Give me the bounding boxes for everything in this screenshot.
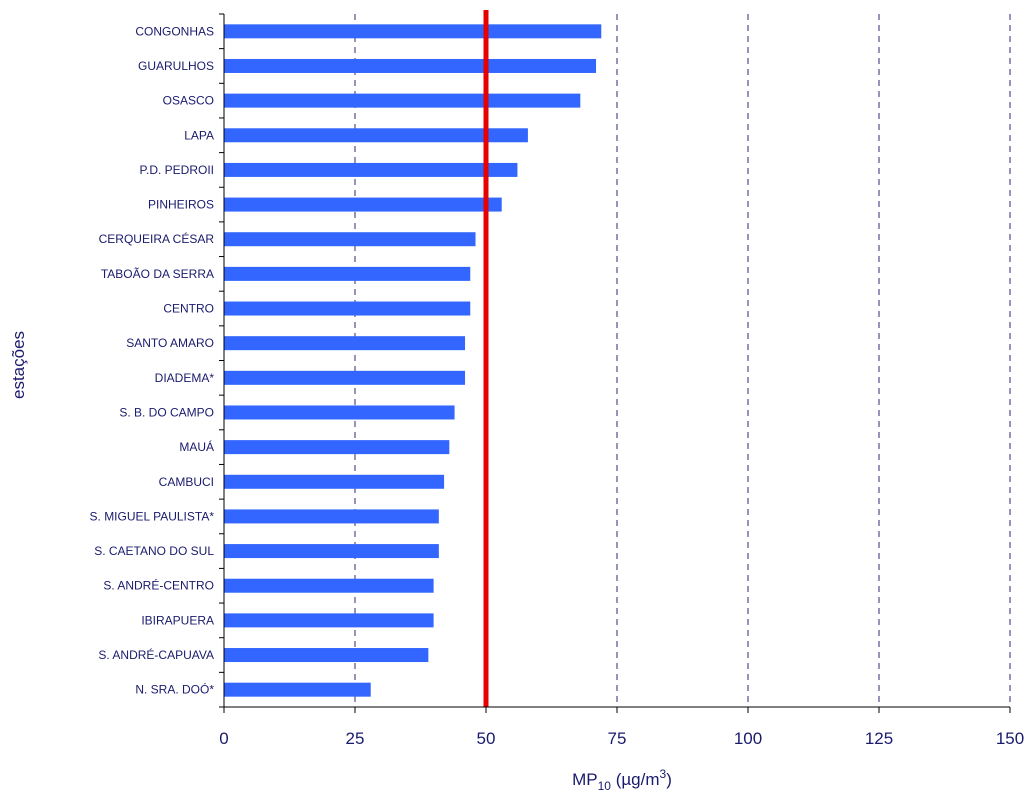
category-label-18: IBIRAPUERA	[141, 613, 214, 627]
category-label-9: CENTRO	[163, 302, 214, 316]
bar-8	[224, 266, 471, 281]
category-label-17: S. ANDRÉ-CENTRO	[103, 578, 214, 593]
category-label-3: OSASCO	[163, 94, 214, 108]
category-label-1: CONGONHAS	[135, 24, 214, 38]
category-label-8: TABOÃO DA SERRA	[101, 267, 214, 281]
bar-19	[224, 648, 429, 663]
axes	[219, 13, 1011, 713]
bar-5	[224, 162, 518, 177]
bar-16	[224, 544, 439, 559]
category-label-16: S. CAETANO DO SUL	[94, 544, 214, 558]
bar-14	[224, 474, 445, 489]
bars	[224, 24, 602, 697]
category-label-10: SANTO AMARO	[126, 336, 214, 350]
category-label-11: DIADEMA*	[155, 371, 215, 385]
category-label-12: S. B. DO CAMPO	[119, 405, 214, 419]
bar-13	[224, 440, 450, 455]
category-label-13: MAUÁ	[179, 439, 214, 454]
x-tick-label-150: 150	[996, 729, 1024, 748]
category-label-2: GUARULHOS	[138, 59, 214, 73]
x-axis-label: MP10 (µg/m3)	[572, 767, 672, 792]
category-label-15: S. MIGUEL PAULISTA*	[90, 509, 215, 523]
category-labels: CONGONHAS GUARULHOS OSASCO LAPA P.D. PEDROII…	[90, 24, 215, 696]
bar-10	[224, 336, 466, 351]
y-axis-label: estações	[9, 331, 28, 399]
bar-4	[224, 128, 528, 143]
x-axis-label-sup: 3	[660, 767, 667, 781]
x-tick-label-0: 0	[219, 729, 228, 748]
x-tick-labels: 0 25 50 75 100 125 150	[219, 729, 1024, 748]
bar-3	[224, 93, 581, 108]
category-label-7: CERQUEIRA CÉSAR	[99, 231, 215, 246]
bar-20	[224, 682, 371, 697]
x-tick-label-75: 75	[608, 729, 627, 748]
bar-11	[224, 370, 466, 385]
bar-17	[224, 578, 434, 593]
bar-9	[224, 301, 471, 316]
x-tick-label-125: 125	[865, 729, 893, 748]
bar-12	[224, 405, 455, 420]
bar-18	[224, 613, 434, 628]
bar-6	[224, 197, 502, 212]
category-label-14: CAMBUCI	[159, 475, 214, 489]
bar-7	[224, 232, 476, 247]
bar-2	[224, 58, 597, 73]
category-label-19: S. ANDRÉ-CAPUAVA	[98, 647, 214, 662]
category-label-20: N. SRA. DOÓ*	[135, 682, 214, 697]
x-tick-label-25: 25	[346, 729, 365, 748]
x-axis-label-unit: (µg/m	[611, 770, 660, 789]
category-label-4: LAPA	[184, 128, 214, 142]
bar-1	[224, 24, 602, 39]
x-axis-label-end: )	[666, 770, 672, 789]
bar-15	[224, 509, 439, 524]
category-label-6: PINHEIROS	[148, 198, 214, 212]
category-label-5: P.D. PEDROII	[140, 163, 214, 177]
x-tick-label-50: 50	[477, 729, 496, 748]
x-axis-label-sub: 10	[598, 779, 612, 792]
gridlines	[354, 14, 1011, 707]
x-tick-label-100: 100	[734, 729, 762, 748]
x-axis-label-main: MP	[572, 770, 598, 789]
